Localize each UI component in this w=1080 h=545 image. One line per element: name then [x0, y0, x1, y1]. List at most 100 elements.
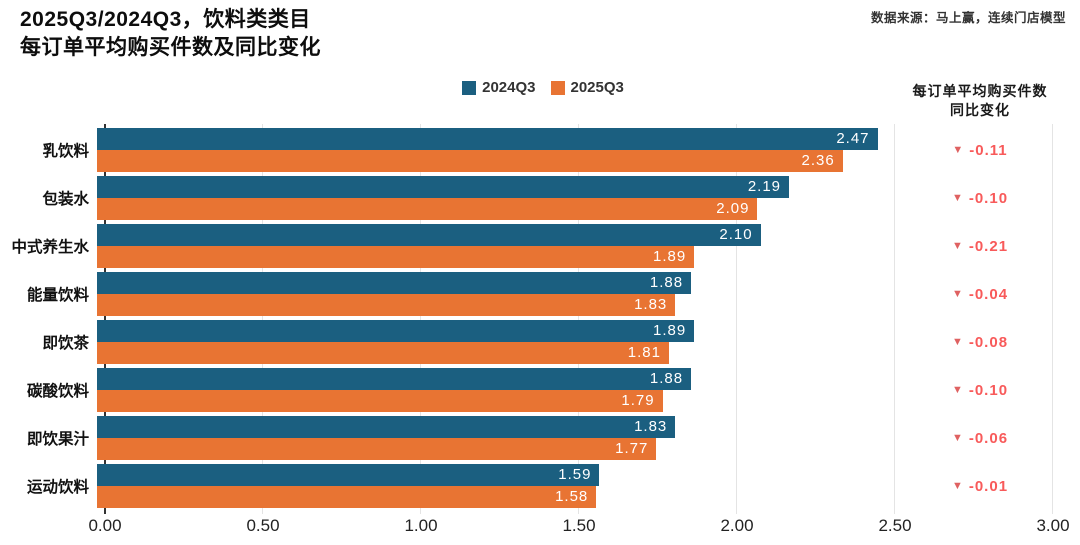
bar-group: 2.10 1.89: [97, 222, 1045, 270]
chart-row: 即饮茶 1.89 1.81: [0, 318, 1080, 366]
category-label: 包装水: [42, 191, 89, 208]
legend-swatch-icon: [550, 80, 565, 95]
gridline: [1052, 124, 1053, 514]
bar-value-label: 1.59: [558, 466, 592, 483]
yoy-change-value: -0.04: [968, 285, 1009, 303]
x-axis-tick-label: 1.00: [404, 516, 438, 535]
bar-value-label: 1.89: [653, 322, 687, 339]
chart-title-line2: 每订单平均购买件数及同比变化: [20, 36, 321, 59]
legend-label: 2025Q3: [570, 79, 624, 96]
category-label: 即饮茶: [42, 335, 89, 352]
x-axis-tick-label: 1.50: [562, 516, 596, 535]
bar-2025q3: 1.89: [97, 246, 695, 268]
category-label: 乳饮料: [42, 143, 89, 160]
x-axis-tick-label: 2.50: [878, 516, 912, 535]
gridline: [735, 124, 737, 514]
yoy-change-item: ▼ -0.10: [930, 174, 1030, 222]
legend-item-2024q3: 2024Q3: [462, 79, 536, 96]
y-axis-line: [104, 124, 106, 514]
yoy-change-value: -0.01: [968, 477, 1009, 495]
chart-row: 能量饮料 1.88 1.83: [0, 270, 1080, 318]
yoy-change-item: ▼ -0.06: [930, 414, 1030, 462]
bar-2024q3: 1.88: [97, 368, 692, 390]
bar-2025q3: 2.09: [97, 198, 758, 220]
x-axis-tick-label: 3.00: [1036, 516, 1070, 535]
chart-row: 碳酸饮料 1.88 1.79: [0, 366, 1080, 414]
bar-value-label: 1.88: [649, 370, 684, 387]
yoy-column-header-line2: 同比变化: [950, 102, 1010, 118]
yoy-change-item: ▼ -0.10: [930, 366, 1030, 414]
triangle-down-icon: ▼: [951, 335, 963, 348]
triangle-down-icon: ▼: [951, 287, 963, 300]
bar-value-label: 1.77: [615, 440, 649, 457]
yoy-change-value: -0.21: [968, 237, 1009, 255]
chart-title-line1: 2025Q3/2024Q3，饮料类类目: [20, 8, 311, 31]
bar-2025q3: 1.77: [97, 438, 657, 460]
chart-row: 中式养生水 2.10 1.89: [0, 222, 1080, 270]
triangle-down-icon: ▼: [951, 191, 963, 204]
bar-value-label: 1.81: [627, 344, 661, 361]
bar-2024q3: 1.88: [97, 272, 692, 294]
yoy-change-value: -0.08: [968, 333, 1009, 351]
category-label: 即饮果汁: [26, 431, 89, 448]
chart-row: 乳饮料 2.47 2.36: [0, 126, 1080, 174]
bar-value-label: 1.89: [653, 248, 687, 265]
triangle-down-icon: ▼: [951, 239, 963, 252]
legend-label: 2024Q3: [482, 79, 536, 96]
triangle-down-icon: ▼: [951, 431, 963, 444]
data-source-note: 数据来源：马上赢，连续门店模型: [870, 11, 1066, 25]
chart-row: 运动饮料 1.59 1.58: [0, 462, 1080, 510]
bar-2025q3: 1.81: [97, 342, 669, 364]
category-label: 能量饮料: [26, 287, 89, 304]
legend-item-2025q3: 2025Q3: [550, 79, 624, 96]
yoy-change-value: -0.10: [968, 381, 1009, 399]
bar-group: 1.83 1.77: [97, 414, 1045, 462]
bar-2024q3: 1.59: [97, 464, 600, 486]
bar-2025q3: 1.58: [97, 486, 597, 508]
category-label: 碳酸饮料: [26, 383, 89, 400]
bar-2024q3: 2.47: [97, 128, 878, 150]
bar-value-label: 2.19: [747, 178, 782, 195]
bar-value-label: 1.83: [634, 296, 668, 313]
bar-group: 1.89 1.81: [97, 318, 1045, 366]
yoy-change-value: -0.11: [969, 141, 1008, 159]
bar-group: 1.88 1.79: [97, 366, 1045, 414]
chart-row: 即饮果汁 1.83 1.77: [0, 414, 1080, 462]
chart-row: 包装水 2.19 2.09: [0, 174, 1080, 222]
bar-value-label: 1.83: [634, 418, 668, 435]
bar-group: 2.19 2.09: [97, 174, 1045, 222]
bar-2025q3: 1.79: [97, 390, 663, 412]
gridline: [419, 124, 421, 514]
yoy-change-item: ▼ -0.11: [930, 126, 1030, 174]
legend-swatch-icon: [462, 80, 477, 95]
x-axis-tick-label: 2.00: [720, 516, 754, 535]
bar-value-label: 1.88: [649, 274, 684, 291]
triangle-down-icon: ▼: [952, 143, 964, 156]
bar-2024q3: 1.89: [97, 320, 695, 342]
gridlines: [104, 124, 1053, 514]
gridline: [578, 124, 579, 514]
yoy-column-header: 每订单平均购买件数 同比变化: [880, 82, 1080, 120]
x-axis-tick-label: 0.50: [246, 516, 280, 535]
bar-value-label: 2.47: [836, 130, 870, 147]
x-axis: 0.00 0.50 1.00 1.50 2.00 2.50 3.00: [88, 516, 1069, 540]
bar-group: 1.88 1.83: [97, 270, 1045, 318]
gridline: [261, 124, 263, 514]
yoy-change-item: ▼ -0.08: [930, 318, 1030, 366]
bar-value-label: 2.36: [801, 152, 835, 169]
bar-group: 1.59 1.58: [97, 462, 1045, 510]
bar-value-label: 1.58: [555, 488, 589, 505]
bar-group: 2.47 2.36: [97, 126, 1045, 174]
triangle-down-icon: ▼: [951, 479, 963, 492]
bar-value-label: 2.09: [716, 200, 750, 217]
chart-rows: 乳饮料 2.47 2.36 包装水 2.19 2.09 中式养生水 2.10 1.89 能量饮料 1…: [0, 126, 1080, 510]
bar-2025q3: 2.36: [97, 150, 843, 172]
bar-value-label: 1.79: [621, 392, 655, 409]
yoy-change-value: -0.06: [968, 429, 1009, 447]
yoy-change-item: ▼ -0.04: [930, 270, 1030, 318]
x-axis-tick-label: 0.00: [88, 516, 122, 535]
yoy-change-item: ▼ -0.01: [930, 462, 1030, 510]
bar-2025q3: 1.83: [97, 294, 676, 316]
bar-value-label: 2.10: [719, 226, 753, 243]
